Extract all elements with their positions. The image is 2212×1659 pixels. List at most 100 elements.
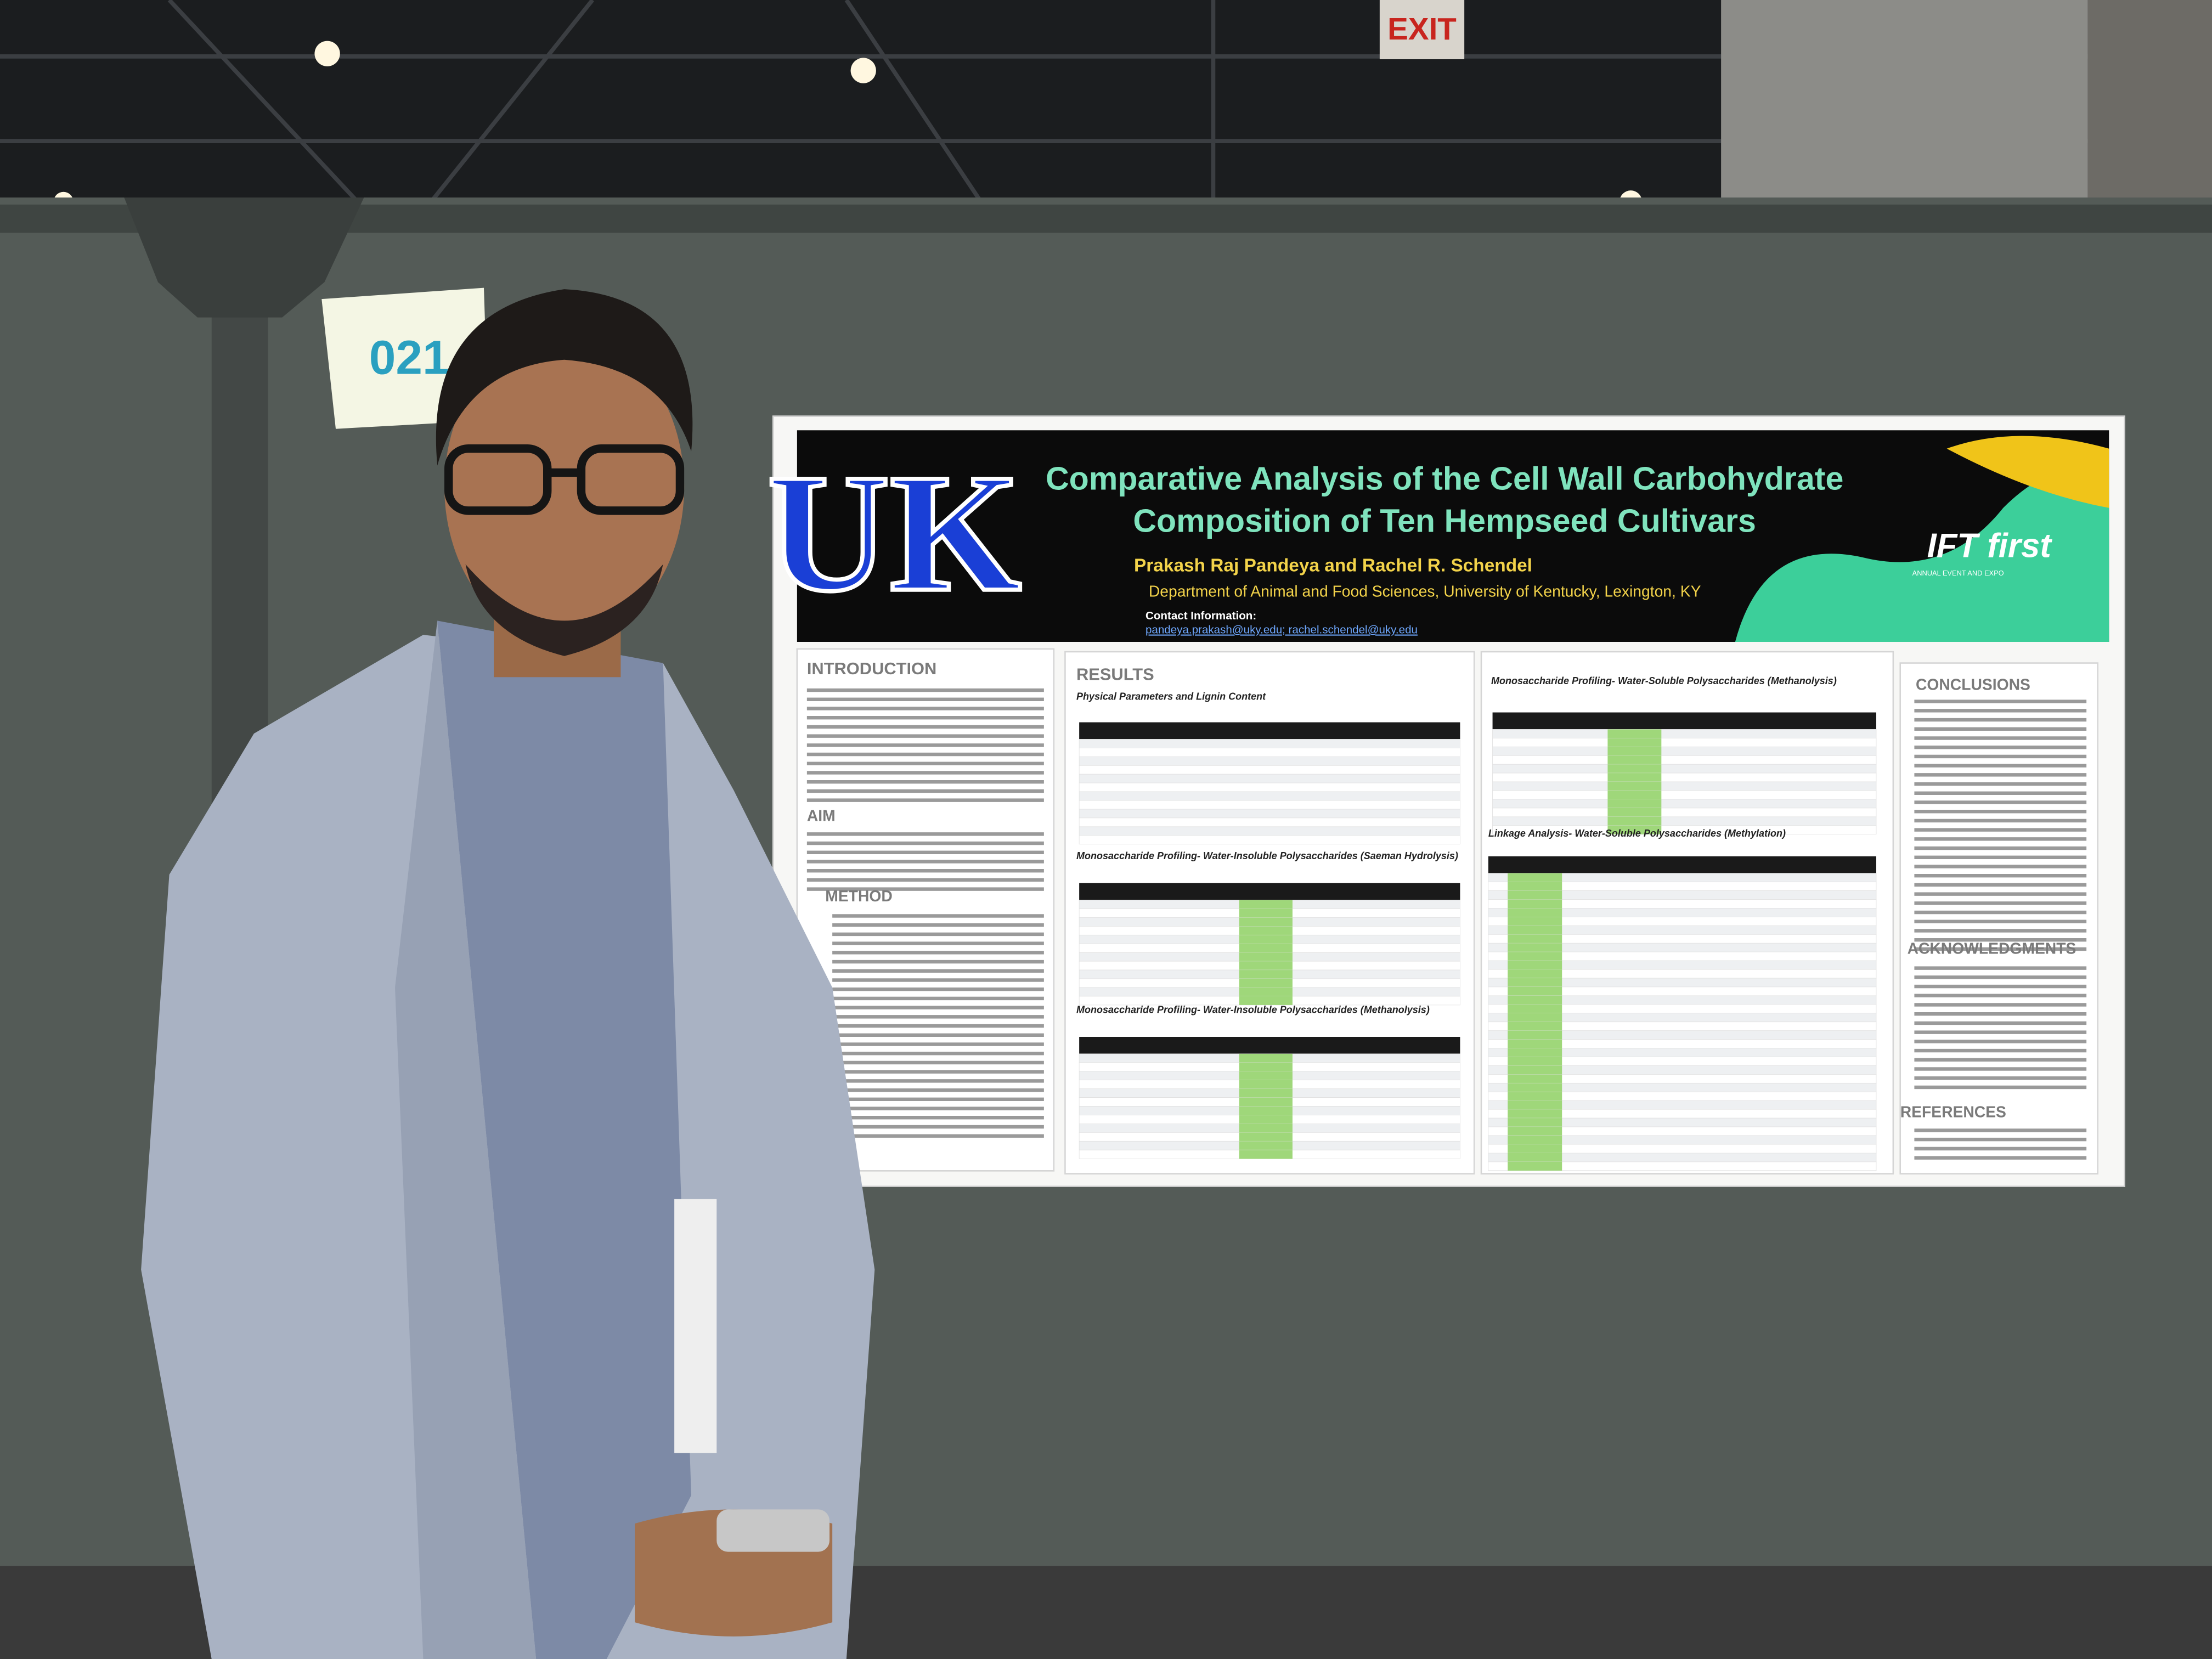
table-row	[1079, 747, 1460, 757]
text-line	[1914, 764, 2087, 768]
text-line	[806, 716, 1044, 720]
table-highlight	[1607, 825, 1662, 834]
subheading: Physical Parameters and Lignin Content	[1076, 691, 1266, 702]
table-row	[1492, 790, 1877, 800]
text-line	[806, 887, 1044, 891]
text-line	[1914, 773, 2087, 777]
text-line	[832, 978, 1044, 982]
table-row	[1079, 791, 1460, 801]
text-line	[1914, 782, 2087, 786]
table-highlight	[1508, 1144, 1562, 1153]
table-highlight	[1239, 935, 1293, 944]
text-line	[832, 1097, 1044, 1101]
table-highlight	[1239, 1080, 1293, 1089]
table-highlight	[1508, 1048, 1562, 1057]
table-row	[1079, 765, 1460, 775]
section-heading: METHOD	[825, 887, 892, 905]
table-row	[1492, 808, 1877, 817]
table-highlight	[1508, 873, 1562, 882]
sponsor-tagline: ANNUAL EVENT AND EXPO	[1912, 569, 2004, 577]
text-line	[1914, 1040, 2087, 1043]
contact-emails: pandeya.prakash@uky.edu; rachel.schendel…	[1146, 624, 1418, 636]
text-line	[1914, 1128, 2087, 1132]
beard	[465, 564, 663, 656]
text-line	[1914, 984, 2087, 989]
table-row	[1079, 817, 1460, 827]
text-line	[806, 771, 1044, 775]
poster-title: Composition of Ten Hempseed Cultivars	[1133, 502, 1756, 539]
section-heading: CONCLUSIONS	[1916, 675, 2030, 693]
text-line	[1914, 1021, 2087, 1025]
text-line	[1914, 1048, 2087, 1053]
table-row	[1079, 800, 1460, 810]
text-line	[1914, 754, 2087, 759]
text-line	[1914, 994, 2087, 997]
poster-title: Comparative Analysis of the Cell Wall Ca…	[1046, 460, 1843, 496]
text-line	[1914, 865, 2087, 868]
text-line	[1914, 791, 2087, 795]
poster-affiliation: Department of Animal and Food Sciences, …	[1149, 583, 1701, 600]
text-line	[832, 1024, 1044, 1028]
text-line	[832, 1070, 1044, 1074]
table-highlight	[1508, 986, 1562, 996]
text-line	[832, 1033, 1044, 1037]
text-line	[1914, 1147, 2087, 1150]
text-line	[1914, 938, 2087, 942]
text-line	[1914, 1012, 2087, 1016]
table-highlight	[1607, 747, 1662, 756]
text-line	[1914, 929, 2087, 933]
text-line	[832, 1107, 1044, 1110]
table-highlight	[1508, 995, 1562, 1005]
table-highlight	[1607, 816, 1662, 826]
wall-top-frame	[0, 204, 2212, 233]
table-highlight	[1508, 1136, 1562, 1144]
text-line	[806, 860, 1044, 864]
table-highlight	[1239, 944, 1293, 953]
text-line	[1914, 1067, 2087, 1071]
text-line	[1914, 1030, 2087, 1034]
table-highlight	[1607, 791, 1662, 799]
section-heading: ACKNOWLEDGMENTS	[1908, 939, 2076, 957]
table-highlight	[1239, 1053, 1293, 1063]
text-line	[1914, 699, 2087, 703]
header-shape	[1946, 436, 2109, 508]
text-line	[1914, 1137, 2087, 1142]
table-highlight	[1607, 729, 1662, 738]
table-highlight	[1239, 1150, 1293, 1159]
table-highlight	[1239, 1106, 1293, 1115]
table-highlight	[1508, 1109, 1562, 1119]
table-highlight	[1508, 1022, 1562, 1031]
table-highlight	[1239, 961, 1293, 970]
text-line	[1914, 746, 2087, 749]
text-line	[832, 1125, 1044, 1129]
text-line	[1914, 1156, 2087, 1160]
table-highlight	[1508, 961, 1562, 970]
table-highlight	[1508, 1065, 1562, 1075]
text-line	[1914, 975, 2087, 979]
section-heading: AIM	[807, 807, 836, 825]
uk-logo: UK	[768, 439, 1022, 627]
text-line	[832, 914, 1044, 918]
table-highlight	[1607, 764, 1662, 774]
table-highlight	[1508, 908, 1562, 917]
exit-sign	[1379, 0, 1465, 59]
table-highlight	[1508, 1013, 1562, 1022]
text-line	[1914, 709, 2087, 713]
text-line	[832, 941, 1044, 945]
table-highlight	[1508, 899, 1562, 909]
table-highlight	[1607, 799, 1662, 808]
text-line	[1914, 727, 2087, 731]
face	[444, 331, 685, 642]
header-shape	[1735, 470, 2109, 642]
text-line	[832, 1116, 1044, 1120]
shirt	[437, 620, 691, 1659]
table-row	[1492, 772, 1877, 782]
text-line	[806, 734, 1044, 738]
table-highlight	[1508, 978, 1562, 987]
table-row	[1492, 729, 1877, 738]
table-highlight	[1508, 1153, 1562, 1162]
table-highlight	[1607, 773, 1662, 782]
table-highlight	[1239, 1124, 1293, 1133]
table-highlight	[1239, 1097, 1293, 1107]
